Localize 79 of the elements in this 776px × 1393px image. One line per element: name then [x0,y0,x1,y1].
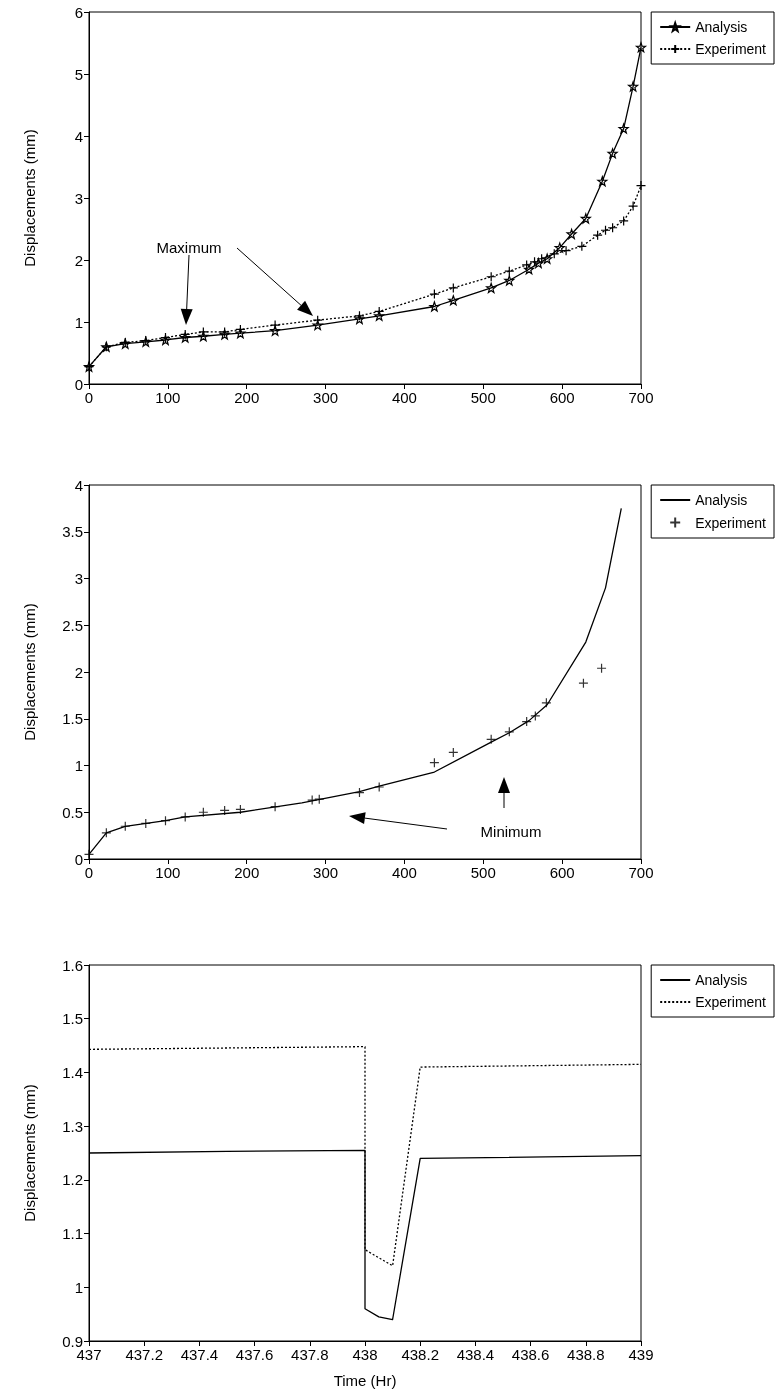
y-tick-label: 3 [74,570,83,587]
point [618,123,629,134]
y-tick-label: 2 [74,251,83,269]
y-tick-label: 4 [74,127,83,145]
legend-label: Experiment [695,41,767,57]
x-tick-label: 500 [470,864,496,881]
y-tick-label: 1.5 [62,1010,83,1028]
point [554,242,565,253]
point [270,325,281,336]
legend-label: Analysis [695,972,748,988]
x-tick-label: 437.8 [291,1346,329,1363]
y-tick-label: 6 [74,3,83,21]
x-tick-label: 439 [628,1346,654,1363]
x-tick-label: 438.6 [511,1346,550,1363]
x-tick-label: 400 [391,864,417,881]
point [597,176,608,187]
y-tick-label: 1.5 [62,710,83,728]
y-tick-label: 0 [74,850,83,868]
x-tick-label: 437.4 [180,1346,219,1363]
x-tick-label: 200 [234,389,260,406]
y-tick-label: 1 [74,757,83,774]
x-tick-label: 100 [155,864,181,881]
annotation: Minimum [480,822,542,840]
x-tick-label: 100 [155,389,181,406]
y-tick-label: 0.5 [62,803,83,821]
y-tick-label: 0 [74,375,83,393]
y-tick-label: 1.2 [62,1171,83,1189]
x-tick-label: 700 [628,864,654,881]
y-tick-label: 3 [74,189,83,207]
x-tick-label: 438.4 [456,1346,495,1363]
y-tick-label: 1.4 [62,1063,83,1081]
x-tick-label: 500 [470,389,496,406]
x-tick-label: 400 [391,389,417,406]
x-tick-label: 600 [549,389,575,406]
x-tick-label: 300 [313,389,339,406]
y-axis-title: Displacements (mm) [21,1084,38,1222]
point [607,148,618,159]
point [566,228,577,240]
y-tick-label: 2 [74,663,83,681]
x-tick-label: 300 [313,864,339,881]
y-tick-label: 1.1 [62,1225,83,1243]
x-tick-label: 437.2 [125,1346,163,1363]
x-tick-label: 437.6 [235,1346,274,1363]
point [635,42,647,53]
point [486,282,497,293]
legend-label: Experiment [695,514,767,531]
y-tick-label: 4 [74,476,83,494]
y-tick-label: 3.5 [62,523,83,541]
point [533,258,544,269]
x-axis-title: Time (Hr) [333,1372,397,1389]
y-tick-label: 1 [74,1278,83,1296]
point [580,213,591,224]
point [198,331,209,342]
x-tick-label: 200 [234,864,260,881]
x-tick-label: 600 [549,864,575,881]
y-tick-label: 1 [74,313,83,331]
y-axis-title: Displacements (mm) [21,603,38,741]
x-tick-label: 438.2 [401,1346,439,1363]
point [429,301,440,312]
point [504,275,515,286]
annotation: Maximum [156,238,222,256]
x-tick-label: 438 [352,1346,378,1363]
point [628,81,639,92]
y-tick-label: 2.5 [62,616,83,634]
y-tick-label: 1.6 [62,956,83,974]
point [374,310,385,321]
point [542,253,553,264]
legend-label: Analysis [695,19,748,35]
x-tick-label: 438.8 [567,1346,605,1363]
legend-label: Analysis [695,492,748,508]
point [312,320,323,331]
y-axis-title: Displacements (mm) [21,129,38,267]
point [235,328,246,339]
point [448,295,459,306]
legend-label: Experiment [695,994,767,1010]
point [523,264,535,275]
y-tick-label: 5 [74,65,83,83]
x-tick-label: 700 [628,389,654,406]
y-tick-label: 1.3 [62,1117,83,1135]
